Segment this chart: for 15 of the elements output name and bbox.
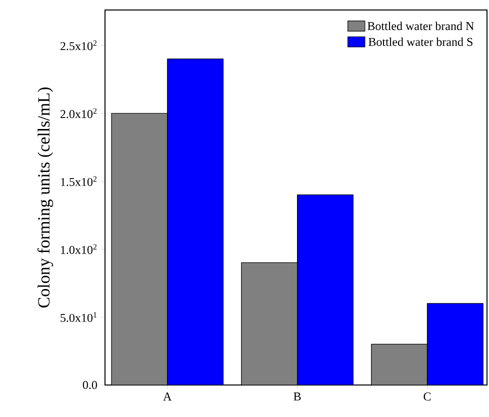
y-tick-label: 2.0x10$^{2}$ bbox=[60, 108, 97, 118]
legend-label: Bottled water brand N bbox=[368, 22, 474, 30]
y-tick-label: 2.5x10$^{2}$ bbox=[60, 40, 97, 50]
bar bbox=[371, 344, 428, 385]
y-tick-label: 1.5x10$^{2}$ bbox=[61, 176, 97, 186]
x-tick-label: C bbox=[424, 392, 431, 401]
y-tick-label: 5.0x10$^{1}$ bbox=[60, 312, 96, 322]
y-axis-title: Colony forming units (cells/mL) bbox=[37, 88, 54, 308]
bar bbox=[111, 112, 168, 385]
y-tick-label: 1.0x10$^{2}$ bbox=[61, 244, 97, 254]
x-tick-label: B bbox=[294, 392, 301, 400]
x-tick-label: A bbox=[163, 392, 172, 400]
y-tick-label: 0.0 bbox=[82, 380, 98, 390]
bar bbox=[241, 262, 298, 385]
legend-label: Bottled water brand S bbox=[368, 38, 472, 46]
